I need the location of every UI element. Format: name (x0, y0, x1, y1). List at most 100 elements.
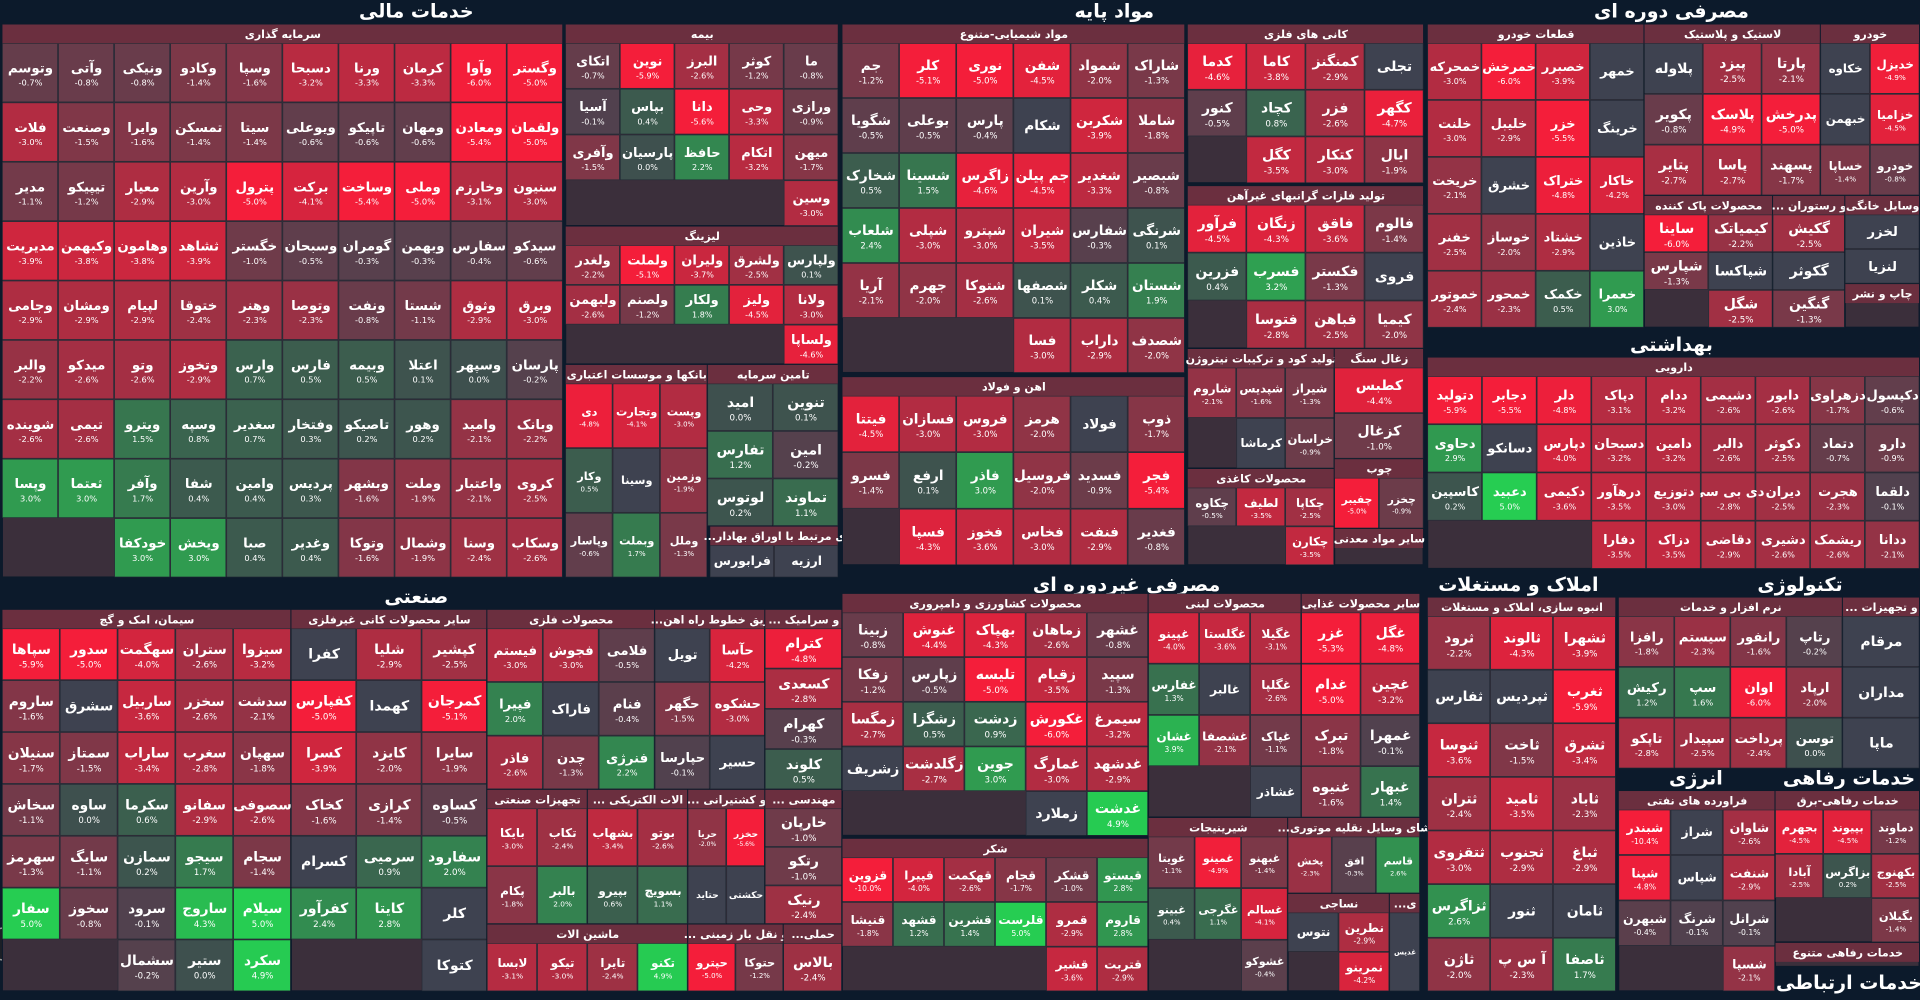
stock-tile[interactable] (1305, 43, 1365, 90)
stock-tile[interactable] (1199, 663, 1250, 715)
stock-tile[interactable] (1427, 43, 1482, 100)
stock-tile[interactable] (1553, 777, 1616, 831)
stock-tile[interactable] (964, 746, 1026, 791)
stock-tile[interactable] (338, 340, 395, 400)
stock-tile[interactable] (1820, 43, 1870, 94)
stock-tile[interactable] (170, 458, 227, 518)
stock-tile[interactable] (59, 732, 118, 784)
stock-tile[interactable] (729, 43, 784, 89)
stock-tile[interactable] (117, 835, 176, 888)
stock-tile[interactable] (487, 735, 543, 790)
stock-tile[interactable] (587, 866, 638, 924)
stock-tile[interactable] (1236, 367, 1286, 418)
stock-tile[interactable] (421, 628, 487, 680)
stock-tile[interactable] (226, 280, 283, 340)
stock-tile[interactable] (1618, 855, 1671, 901)
stock-tile[interactable] (1644, 93, 1703, 145)
stock-tile[interactable] (394, 518, 451, 578)
stock-tile[interactable] (58, 102, 114, 162)
stock-tile[interactable] (1761, 43, 1821, 94)
stock-tile[interactable] (233, 939, 291, 992)
stock-tile[interactable] (175, 887, 233, 940)
stock-tile[interactable] (899, 508, 957, 566)
stock-tile[interactable] (170, 102, 227, 162)
stock-tile[interactable] (1618, 667, 1675, 718)
stock-tile[interactable] (226, 399, 283, 459)
stock-tile[interactable] (1722, 855, 1775, 901)
stock-tile[interactable] (1865, 520, 1920, 569)
stock-tile[interactable] (783, 324, 839, 365)
stock-tile[interactable] (1246, 300, 1306, 349)
stock-tile[interactable] (1722, 809, 1775, 855)
stock-tile[interactable] (1364, 252, 1424, 301)
stock-tile[interactable] (291, 680, 357, 732)
stock-tile[interactable] (1755, 424, 1810, 473)
stock-tile[interactable] (1644, 43, 1703, 94)
stock-tile[interactable] (1305, 204, 1365, 253)
stock-tile[interactable] (1820, 144, 1870, 196)
stock-tile[interactable] (598, 682, 655, 736)
stock-tile[interactable] (783, 285, 839, 325)
stock-tile[interactable] (2, 43, 58, 103)
stock-tile[interactable] (1591, 520, 1646, 569)
stock-tile[interactable] (114, 518, 170, 578)
stock-tile[interactable] (1810, 472, 1865, 521)
stock-tile[interactable] (58, 399, 114, 459)
stock-tile[interactable] (282, 340, 339, 400)
stock-tile[interactable] (654, 628, 710, 682)
stock-tile[interactable] (1013, 395, 1071, 452)
stock-tile[interactable] (338, 221, 395, 281)
stock-tile[interactable] (1481, 100, 1536, 157)
stock-tile[interactable] (1870, 144, 1920, 196)
stock-tile[interactable] (1013, 98, 1071, 153)
stock-tile[interactable] (338, 161, 395, 221)
stock-tile[interactable] (612, 448, 660, 513)
stock-tile[interactable] (2, 458, 58, 518)
stock-tile[interactable] (282, 399, 339, 459)
stock-tile[interactable] (542, 682, 599, 736)
stock-tile[interactable] (1364, 300, 1424, 349)
stock-tile[interactable] (1025, 701, 1087, 747)
stock-tile[interactable] (1871, 853, 1920, 898)
stock-tile[interactable] (1618, 717, 1675, 769)
stock-tile[interactable] (1702, 43, 1762, 94)
stock-tile[interactable] (674, 245, 729, 285)
stock-tile[interactable] (1013, 318, 1071, 373)
stock-tile[interactable] (893, 857, 944, 902)
stock-tile[interactable] (1187, 204, 1247, 253)
stock-tile[interactable] (1646, 424, 1701, 473)
stock-tile[interactable] (654, 682, 710, 736)
stock-tile[interactable] (1127, 98, 1185, 153)
stock-tile[interactable] (1702, 144, 1762, 196)
stock-tile[interactable] (226, 518, 283, 578)
stock-tile[interactable] (1285, 418, 1334, 469)
stock-tile[interactable] (291, 732, 357, 784)
stock-tile[interactable] (783, 88, 839, 135)
stock-tile[interactable] (450, 280, 507, 340)
stock-tile[interactable] (1646, 472, 1701, 521)
stock-tile[interactable] (674, 88, 729, 135)
stock-tile[interactable] (1842, 717, 1920, 769)
stock-tile[interactable] (1334, 413, 1424, 459)
stock-tile[interactable] (175, 628, 233, 680)
stock-tile[interactable] (1755, 520, 1810, 569)
stock-tile[interactable] (114, 458, 170, 518)
stock-tile[interactable] (1285, 367, 1334, 418)
stock-tile[interactable] (1810, 376, 1865, 425)
stock-tile[interactable] (175, 939, 233, 992)
stock-tile[interactable] (1590, 100, 1644, 157)
stock-tile[interactable] (1591, 376, 1646, 425)
stock-tile[interactable] (842, 612, 903, 657)
stock-tile[interactable] (1187, 89, 1247, 137)
stock-tile[interactable] (612, 383, 660, 448)
stock-tile[interactable] (226, 102, 283, 162)
stock-tile[interactable] (1553, 669, 1616, 724)
stock-tile[interactable] (1708, 252, 1773, 290)
stock-tile[interactable] (1490, 830, 1553, 884)
stock-tile[interactable] (1644, 252, 1709, 290)
stock-tile[interactable] (282, 518, 339, 578)
stock-tile[interactable] (899, 98, 957, 153)
stock-tile[interactable] (1427, 472, 1482, 521)
stock-tile[interactable] (114, 340, 170, 400)
stock-tile[interactable] (842, 43, 899, 98)
